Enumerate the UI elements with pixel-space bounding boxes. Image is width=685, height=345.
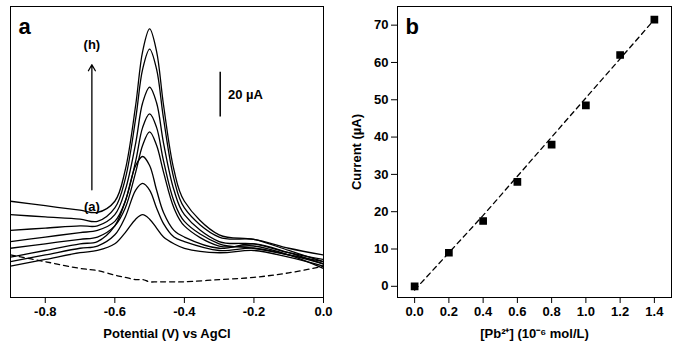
svg-text:70: 70 bbox=[374, 17, 388, 32]
svg-text:-0.4: -0.4 bbox=[173, 304, 196, 319]
svg-text:-0.8: -0.8 bbox=[34, 304, 56, 319]
svg-text:50: 50 bbox=[374, 92, 388, 107]
svg-text:-0.2: -0.2 bbox=[243, 304, 265, 319]
svg-text:0.4: 0.4 bbox=[474, 304, 493, 319]
svg-text:0.0: 0.0 bbox=[314, 304, 332, 319]
svg-text:60: 60 bbox=[374, 55, 388, 70]
svg-text:0: 0 bbox=[381, 278, 388, 293]
svg-text:[Pb²⁺] (10⁻⁶ mol/L): [Pb²⁺] (10⁻⁶ mol/L) bbox=[480, 326, 589, 341]
svg-text:20: 20 bbox=[374, 204, 388, 219]
svg-text:0.2: 0.2 bbox=[440, 304, 458, 319]
svg-text:b: b bbox=[406, 14, 419, 39]
svg-text:30: 30 bbox=[374, 167, 388, 182]
svg-text:Potential (V) vs AgCl: Potential (V) vs AgCl bbox=[103, 326, 230, 341]
svg-text:1.4: 1.4 bbox=[645, 304, 664, 319]
svg-text:(a): (a) bbox=[84, 199, 100, 214]
svg-text:1.0: 1.0 bbox=[577, 304, 595, 319]
svg-text:0.8: 0.8 bbox=[543, 304, 561, 319]
svg-text:Current (µA): Current (µA) bbox=[349, 114, 364, 190]
svg-text:-0.6: -0.6 bbox=[104, 304, 126, 319]
svg-text:10: 10 bbox=[374, 241, 388, 256]
svg-text:40: 40 bbox=[374, 129, 388, 144]
svg-text:1.2: 1.2 bbox=[611, 304, 629, 319]
svg-text:a: a bbox=[19, 14, 32, 39]
svg-text:0.0: 0.0 bbox=[406, 304, 424, 319]
svg-text:0.6: 0.6 bbox=[508, 304, 526, 319]
svg-text:(h): (h) bbox=[84, 36, 101, 51]
svg-text:20 µA: 20 µA bbox=[228, 87, 264, 102]
